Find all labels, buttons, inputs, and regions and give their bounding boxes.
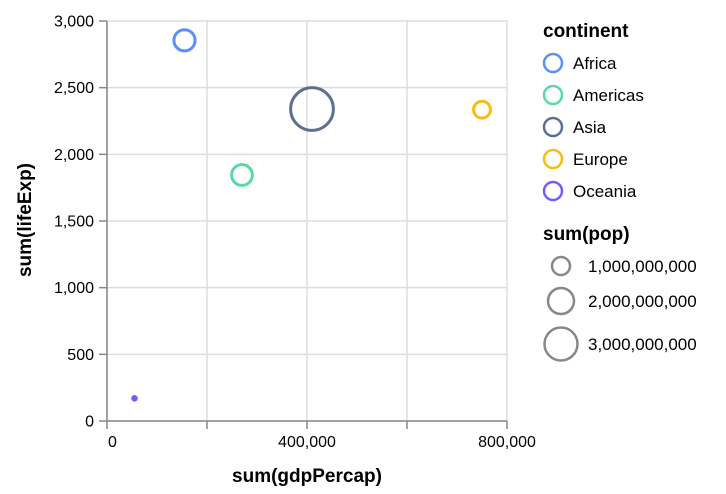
x-tick-label: 400,000: [278, 434, 336, 451]
legend-symbol-europe: [542, 148, 564, 170]
size-legend-symbol: [543, 326, 579, 362]
legend-label-africa: Africa: [573, 54, 617, 73]
y-axis-title: sum(lifeExp): [15, 163, 36, 277]
x-tick-label: 800,000: [478, 434, 536, 451]
legend-label-oceania: Oceania: [573, 182, 637, 201]
legend-symbol-oceania: [542, 180, 564, 202]
size-legend-symbol: [546, 286, 576, 316]
color-legend: Africa Americas Asia Europe Oceania: [542, 52, 644, 202]
gridlines: [106, 20, 508, 422]
x-tick-label: 0: [108, 434, 117, 451]
size-legend-label: 1,000,000,000: [588, 257, 697, 276]
legend-symbol-asia: [542, 116, 564, 138]
color-legend-title: continent: [543, 21, 629, 42]
y-tick-label: 2,000: [54, 147, 94, 164]
size-legend-symbol: [550, 255, 572, 277]
x-axis: 0 400,000 800,000: [106, 420, 536, 451]
legend-label-asia: Asia: [573, 118, 607, 137]
y-axis: 0 500 1,000 1,500 2,000 2,500 3,000: [54, 14, 108, 431]
size-legend-label: 3,000,000,000: [588, 335, 697, 354]
legend-symbol-americas: [542, 84, 564, 106]
data-points: [131, 28, 492, 402]
legend-symbol-africa: [542, 52, 564, 74]
legend-label-europe: Europe: [573, 150, 628, 169]
point-americas: [230, 163, 254, 187]
y-tick-label: 0: [85, 414, 94, 431]
point-europe: [472, 99, 492, 120]
size-legend: 1,000,000,000 2,000,000,000 3,000,000,000: [543, 255, 697, 362]
legend: continent Africa Americas Asia Europe Oceani…: [542, 21, 697, 362]
size-legend-label: 2,000,000,000: [588, 292, 697, 311]
x-axis-title: sum(gdpPercap): [232, 466, 382, 487]
point-asia: [289, 86, 335, 132]
y-tick-label: 1,000: [54, 280, 94, 297]
y-tick-label: 500: [67, 347, 94, 364]
legend-label-americas: Americas: [573, 86, 644, 105]
y-tick-label: 3,000: [54, 14, 94, 31]
y-tick-label: 1,500: [54, 214, 94, 231]
point-oceania: [131, 395, 138, 402]
point-africa: [172, 28, 197, 53]
y-tick-label: 2,500: [54, 80, 94, 97]
size-legend-title: sum(pop): [543, 224, 630, 245]
